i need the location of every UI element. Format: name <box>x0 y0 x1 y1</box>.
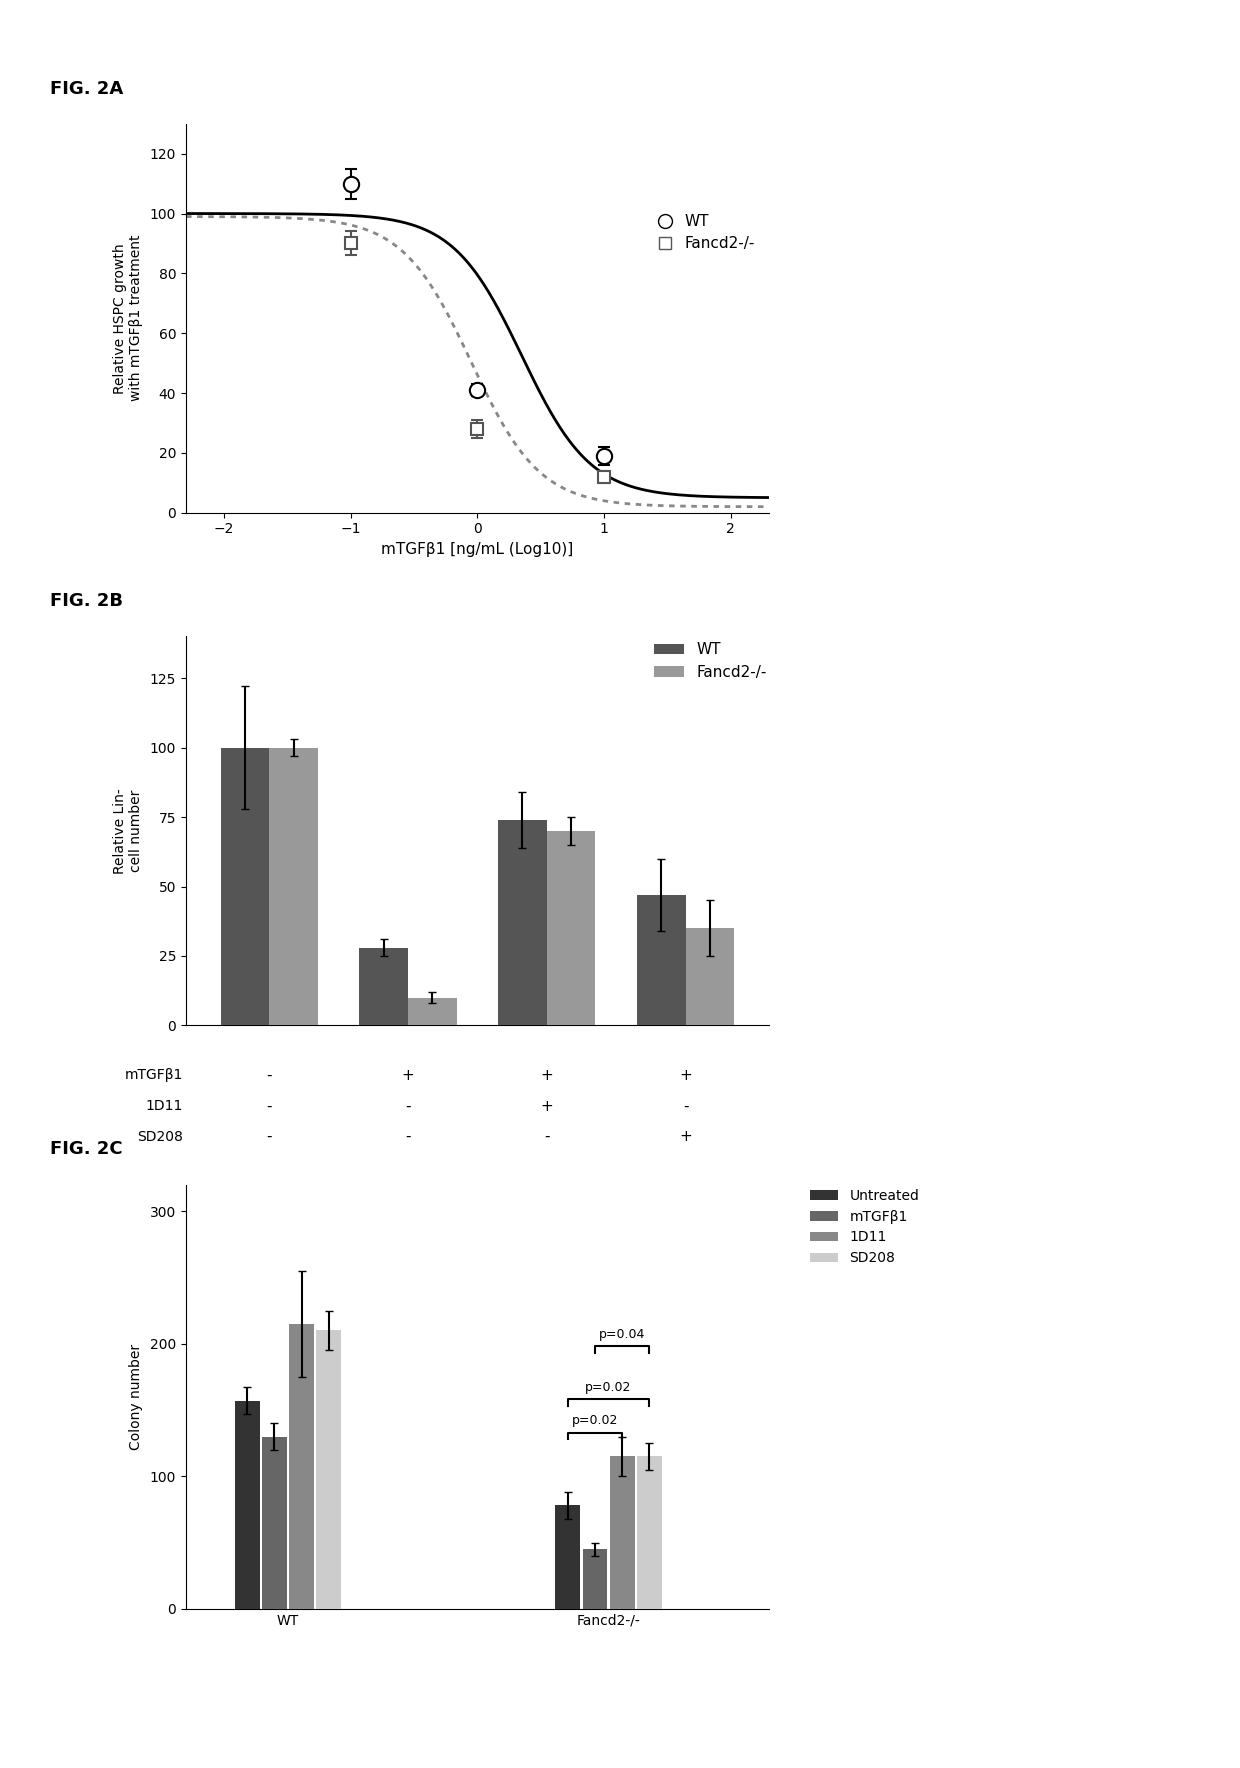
Text: FIG. 2A: FIG. 2A <box>50 80 123 97</box>
Bar <box>547 831 595 1025</box>
Bar <box>498 820 547 1025</box>
Text: +: + <box>541 1098 553 1114</box>
Y-axis label: Colony number: Colony number <box>129 1344 143 1450</box>
Bar <box>269 748 317 1025</box>
Text: -: - <box>267 1068 272 1084</box>
Text: p=0.04: p=0.04 <box>599 1328 645 1340</box>
Text: +: + <box>402 1068 414 1084</box>
Text: -: - <box>405 1098 410 1114</box>
Legend: WT, Fancd2-/-: WT, Fancd2-/- <box>651 207 761 258</box>
Text: mTGFβ1: mTGFβ1 <box>125 1068 184 1082</box>
Text: -: - <box>267 1098 272 1114</box>
Text: 1D11: 1D11 <box>146 1100 184 1114</box>
Bar <box>610 1457 635 1609</box>
Bar <box>408 997 456 1025</box>
Text: p=0.02: p=0.02 <box>585 1381 631 1393</box>
Bar <box>583 1549 608 1609</box>
Text: FIG. 2B: FIG. 2B <box>50 592 123 610</box>
Legend: WT, Fancd2-/-: WT, Fancd2-/- <box>647 636 773 686</box>
Y-axis label: Relative HSPC growth
with mTGFβ1 treatment: Relative HSPC growth with mTGFβ1 treatme… <box>113 235 143 401</box>
Legend: Untreated, mTGFβ1, 1D11, SD208: Untreated, mTGFβ1, 1D11, SD208 <box>805 1183 925 1271</box>
Bar <box>234 1400 259 1609</box>
Text: -: - <box>683 1098 688 1114</box>
Text: FIG. 2C: FIG. 2C <box>50 1140 123 1158</box>
Text: +: + <box>541 1068 553 1084</box>
Bar <box>360 948 408 1025</box>
Bar <box>637 895 686 1025</box>
Bar <box>289 1324 314 1609</box>
Text: p=0.02: p=0.02 <box>572 1414 618 1427</box>
Bar <box>637 1457 662 1609</box>
Text: -: - <box>267 1130 272 1144</box>
Bar <box>686 928 734 1025</box>
Text: -: - <box>405 1130 410 1144</box>
Text: +: + <box>680 1068 692 1084</box>
Y-axis label: Relative Lin-
cell number: Relative Lin- cell number <box>113 789 143 873</box>
Bar <box>221 748 269 1025</box>
Bar <box>262 1436 286 1609</box>
Text: SD208: SD208 <box>138 1130 184 1144</box>
X-axis label: mTGFβ1 [ng/mL (Log10)]: mTGFβ1 [ng/mL (Log10)] <box>381 543 574 557</box>
Text: -: - <box>544 1130 549 1144</box>
Text: +: + <box>680 1130 692 1144</box>
Bar <box>316 1330 341 1609</box>
Bar <box>556 1505 580 1609</box>
